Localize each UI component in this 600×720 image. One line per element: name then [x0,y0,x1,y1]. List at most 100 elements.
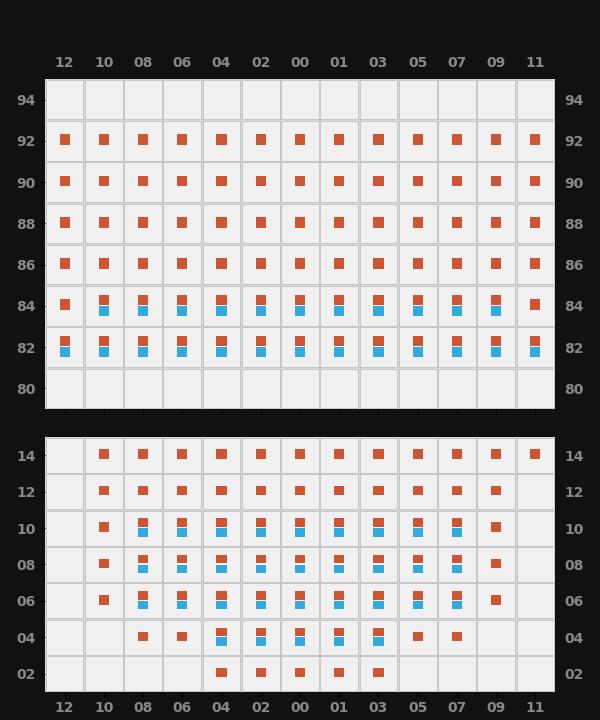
Bar [334,134,344,145]
Bar [59,134,70,145]
Bar [256,347,266,357]
Bar [452,295,462,305]
Bar [242,286,280,325]
Bar [256,564,266,573]
Bar [46,204,83,243]
Bar [217,668,227,678]
Bar [399,286,437,325]
Bar [217,518,227,527]
Bar [399,328,437,367]
Bar [256,518,266,527]
Bar [373,217,383,228]
Bar [281,510,319,546]
Bar [413,564,423,573]
Bar [373,668,383,678]
Bar [85,204,122,243]
Bar [177,449,187,459]
Bar [373,336,383,346]
Bar [124,328,162,367]
Bar [320,510,358,546]
Bar [124,121,162,161]
Bar [124,286,162,325]
Bar [438,204,476,243]
Bar [413,347,423,357]
Bar [478,510,515,546]
Bar [163,286,201,325]
Bar [59,336,70,346]
Bar [217,347,227,357]
Bar [413,631,423,641]
Bar [256,176,266,186]
Bar [452,591,462,600]
Bar [530,300,541,310]
Bar [478,328,515,367]
Bar [203,121,241,161]
Bar [320,620,358,655]
Bar [320,162,358,202]
Bar [334,591,344,600]
Bar [217,336,227,346]
Bar [320,474,358,509]
Bar [99,595,109,605]
Bar [99,295,109,305]
Bar [203,657,241,691]
Bar [138,528,148,536]
Bar [217,258,227,269]
Bar [334,637,344,646]
Bar [295,306,305,315]
Bar [59,300,70,310]
Bar [438,121,476,161]
Bar [359,620,397,655]
Bar [452,217,462,228]
Bar [163,204,201,243]
Bar [124,510,162,546]
Bar [320,583,358,618]
Bar [256,668,266,678]
Bar [413,176,423,186]
Bar [46,286,83,325]
Bar [452,336,462,346]
Bar [295,555,305,564]
Bar [517,438,554,473]
Bar [85,369,122,408]
Bar [217,564,227,573]
Bar [399,121,437,161]
Bar [359,583,397,618]
Bar [517,286,554,325]
Bar [452,306,462,315]
Bar [177,564,187,573]
Bar [517,583,554,618]
Bar [99,134,109,145]
Bar [242,369,280,408]
Bar [138,306,148,315]
Bar [320,80,358,120]
Bar [203,162,241,202]
Bar [46,657,83,691]
Bar [491,486,501,495]
Bar [373,306,383,315]
Bar [359,80,397,120]
Bar [478,162,515,202]
Bar [320,121,358,161]
Bar [334,258,344,269]
Bar [295,217,305,228]
Bar [138,591,148,600]
Bar [177,591,187,600]
Bar [163,657,201,691]
Bar [217,555,227,564]
Bar [359,286,397,325]
Bar [438,245,476,284]
Bar [413,217,423,228]
Bar [452,347,462,357]
Bar [256,336,266,346]
Bar [320,245,358,284]
Bar [99,347,109,357]
Bar [217,134,227,145]
Bar [359,369,397,408]
Bar [399,583,437,618]
Bar [334,668,344,678]
Bar [46,369,83,408]
Bar [124,245,162,284]
Bar [452,134,462,145]
Bar [438,438,476,473]
